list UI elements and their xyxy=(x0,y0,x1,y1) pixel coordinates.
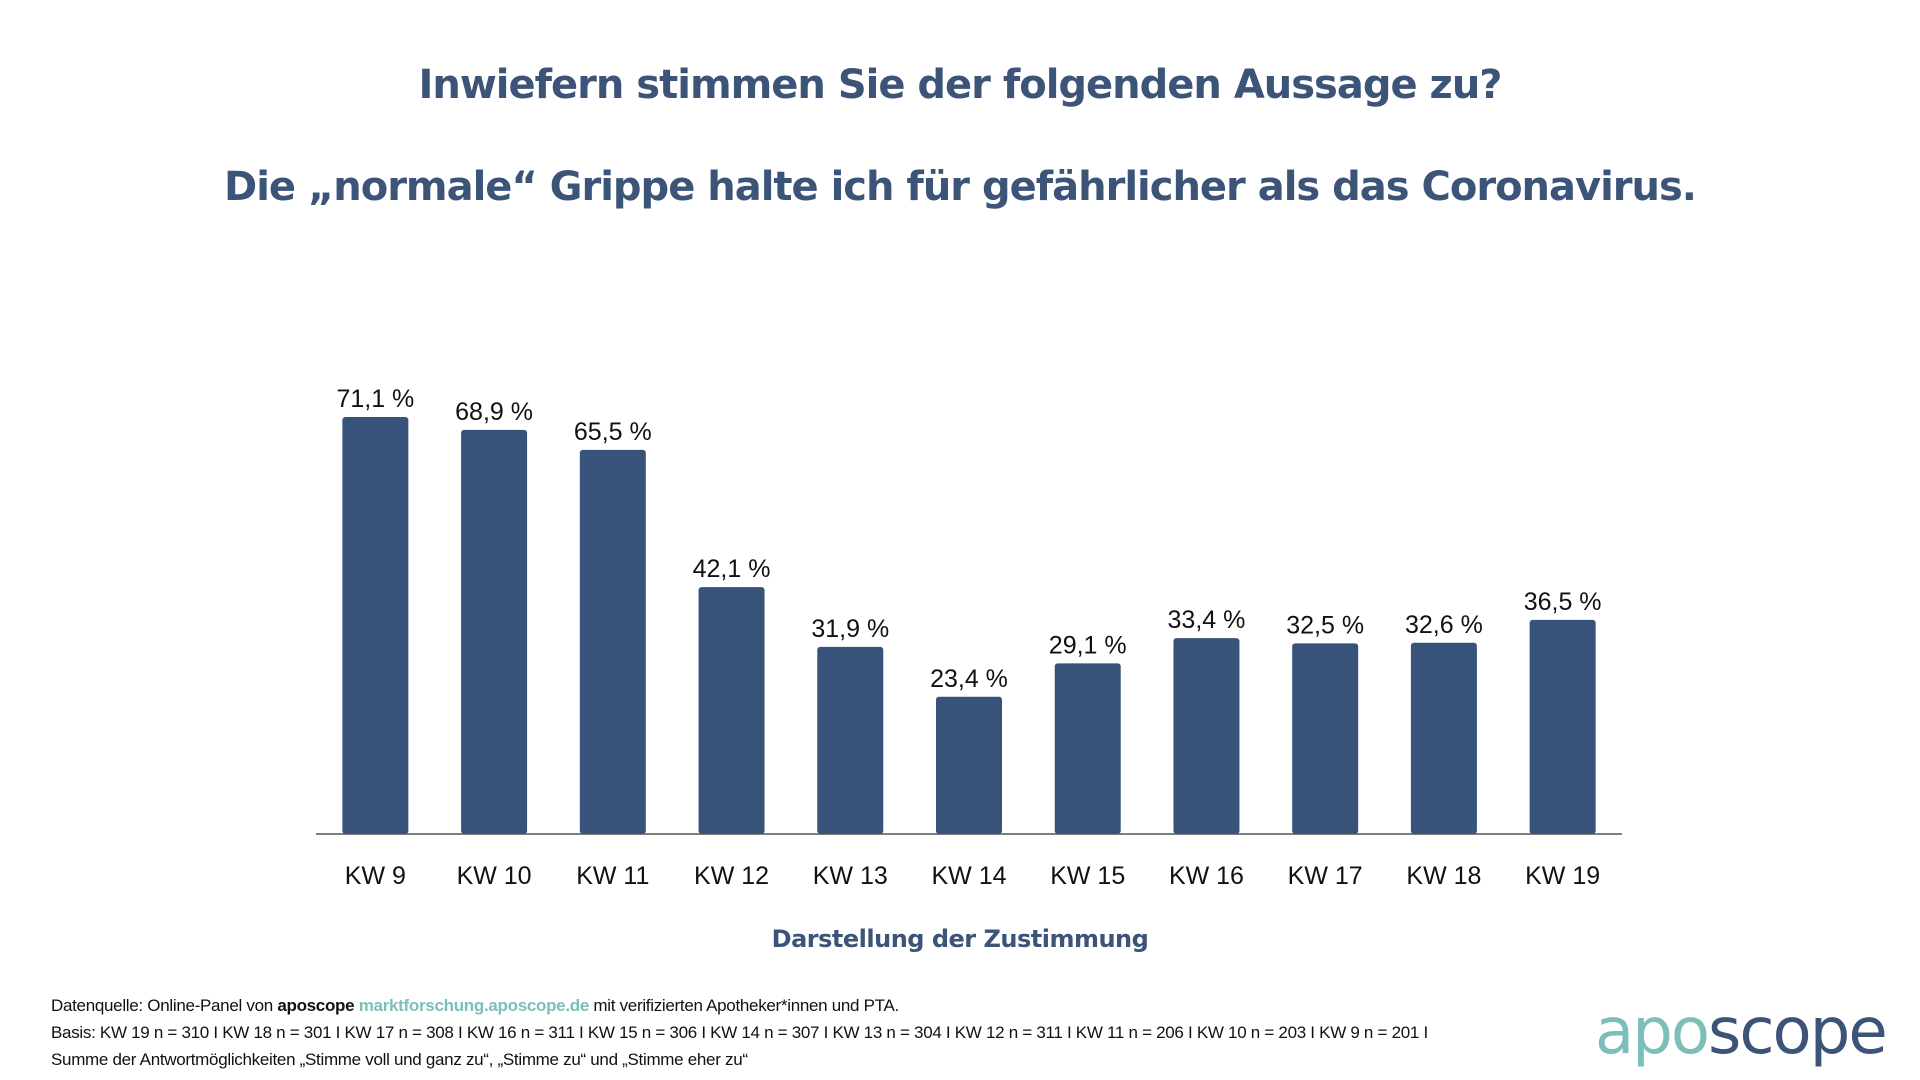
data-label: 42,1 % xyxy=(693,555,771,583)
data-label: 32,6 % xyxy=(1405,611,1483,639)
x-tick-label: KW 12 xyxy=(694,862,769,890)
x-axis-caption: Darstellung der Zustimmung xyxy=(771,925,1149,953)
data-label: 32,5 % xyxy=(1286,611,1364,639)
x-tick-label: KW 17 xyxy=(1288,862,1363,890)
bar-kw-18 xyxy=(1410,642,1477,834)
logo-part-scope: scope xyxy=(1708,995,1888,1069)
data-label: 31,9 % xyxy=(811,615,889,643)
bar-kw-11 xyxy=(579,449,646,834)
x-tick-label: KW 14 xyxy=(931,862,1006,890)
data-label: 65,5 % xyxy=(574,418,652,446)
data-label: 36,5 % xyxy=(1524,588,1602,616)
x-tick-label: KW 18 xyxy=(1406,862,1481,890)
chart-title: Inwiefern stimmen Sie der folgenden Auss… xyxy=(418,62,1502,108)
bar-kw-12 xyxy=(698,587,765,834)
aposcope-logo: aposcope xyxy=(1595,1000,1888,1064)
bar-kw-14 xyxy=(936,696,1002,834)
bar-kw-9 xyxy=(342,417,409,834)
source-suffix: mit verifizierten Apotheker*innen und PT… xyxy=(589,996,899,1015)
source-link[interactable]: marktforschung.aposcope.de xyxy=(358,996,590,1015)
bar-kw-19 xyxy=(1529,619,1596,834)
bar-kw-15 xyxy=(1054,663,1121,834)
x-tick-label: KW 16 xyxy=(1169,862,1244,890)
note-line: Summe der Antwortmöglichkeiten „Stimme v… xyxy=(51,1050,748,1069)
footer: Datenquelle: Online-Panel von aposcope m… xyxy=(51,992,1428,1073)
data-label: 29,1 % xyxy=(1049,631,1127,659)
chart-subtitle: Die „normale“ Grippe halte ich für gefäh… xyxy=(223,164,1697,210)
data-label: 23,4 % xyxy=(930,665,1008,693)
x-tick-label: KW 15 xyxy=(1050,862,1125,890)
data-label: 71,1 % xyxy=(336,385,414,413)
x-tick-label: KW 10 xyxy=(457,862,532,890)
bar-kw-10 xyxy=(461,429,528,834)
data-label: 68,9 % xyxy=(455,398,533,426)
logo-part-apo: apo xyxy=(1595,995,1710,1069)
x-tick-label: KW 11 xyxy=(576,862,649,890)
bar-kw-13 xyxy=(817,646,884,834)
bar-kw-17 xyxy=(1292,643,1359,834)
x-tick-label: KW 19 xyxy=(1525,862,1600,890)
basis-line: Basis: KW 19 n = 310 I KW 18 n = 301 I K… xyxy=(51,1023,1428,1042)
data-label: 33,4 % xyxy=(1168,606,1246,634)
source-line: Datenquelle: Online-Panel von aposcope m… xyxy=(51,992,1428,1019)
bar-kw-16 xyxy=(1173,638,1240,834)
x-tick-label: KW 13 xyxy=(813,862,888,890)
x-tick-label: KW 9 xyxy=(345,862,406,890)
source-prefix: Datenquelle: Online-Panel von xyxy=(51,996,278,1015)
source-brand: aposcope xyxy=(277,996,355,1015)
